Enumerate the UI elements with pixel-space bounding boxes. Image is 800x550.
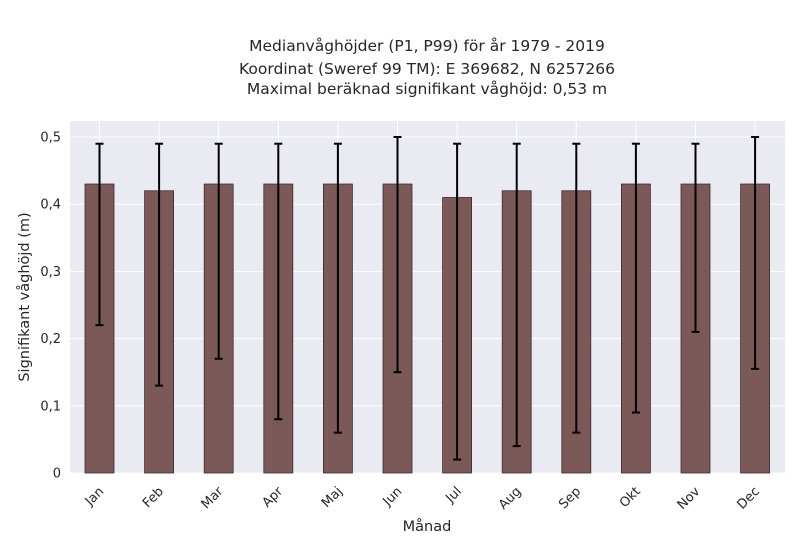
chart-title-line-1: Medianvåghöjder (P1, P99) för år 1979 - … — [249, 37, 605, 55]
x-tick-label: Jul — [443, 484, 465, 506]
y-tick-label: 0,2 — [40, 332, 61, 347]
chart-title-line-3: Maximal beräknad signifikant våghöjd: 0,… — [247, 80, 607, 98]
x-tick-label: Jan — [82, 484, 107, 509]
y-tick-label: 0 — [53, 467, 61, 482]
chart-title: Medianvåghöjder (P1, P99) för år 1979 - … — [239, 37, 615, 98]
x-tick-label: Nov — [675, 484, 704, 513]
x-tick-label: Okt — [617, 484, 644, 511]
x-tick-label: Maj — [319, 484, 346, 511]
x-tick-label: Sep — [556, 484, 584, 512]
x-tick-label: Mar — [199, 484, 227, 512]
y-axis-label: Signifikant våghöjd (m) — [16, 212, 33, 381]
x-tick-label: Jun — [380, 484, 406, 510]
y-tick-label: 0,1 — [40, 399, 61, 414]
x-tick-label: Apr — [260, 484, 287, 511]
x-tick-label: Aug — [496, 484, 525, 513]
error-bars — [95, 136, 760, 461]
x-tick-label: Feb — [140, 484, 167, 511]
x-axis-label: Månad — [403, 518, 452, 535]
y-tick-labels: 0 0,1 0,2 0,3 0,4 0,5 — [40, 131, 61, 482]
x-tick-label: Dec — [735, 484, 763, 512]
y-tick-label: 0,4 — [40, 198, 61, 213]
y-tick-label: 0,5 — [40, 131, 61, 146]
plot-area — [70, 121, 785, 473]
x-tick-labels: Jan Feb Mar Apr Maj Jun Jul Aug Sep Okt Nov Dec — [82, 484, 763, 513]
chart-title-line-2: Koordinat (Sweref 99 TM): E 369682, N 62… — [239, 60, 615, 78]
y-tick-label: 0,3 — [40, 265, 61, 280]
